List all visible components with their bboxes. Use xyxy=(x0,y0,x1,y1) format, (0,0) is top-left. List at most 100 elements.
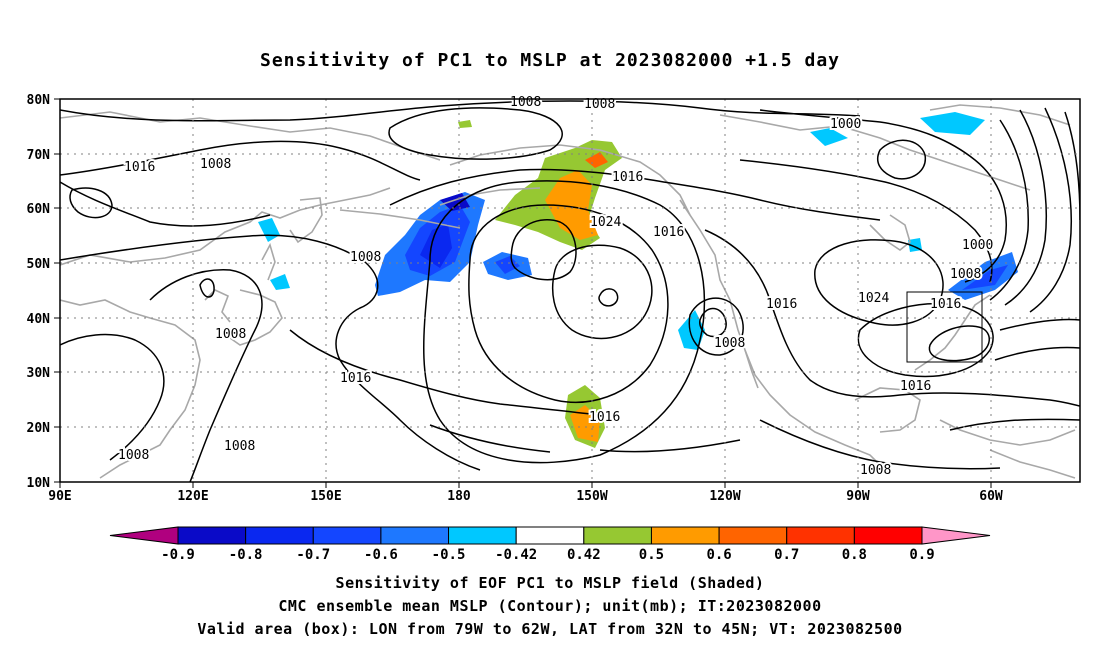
colorbar-tick-label: -0.42 xyxy=(495,547,537,563)
contour-label-2: 1016 xyxy=(124,160,155,175)
coast-florida-east xyxy=(914,294,991,371)
contour-label-17: 1016 xyxy=(900,379,931,394)
colorbar-tick-label: -0.5 xyxy=(432,547,466,563)
lon-label-60W: 60W xyxy=(979,489,1003,504)
sensitivity-shading xyxy=(258,112,1018,448)
gridlines xyxy=(60,99,1080,482)
coast-hudson xyxy=(869,214,911,251)
lon-label-180: 180 xyxy=(447,489,471,504)
contour-na-1016 xyxy=(704,229,1080,407)
contour-na-1016-ring xyxy=(857,302,994,378)
longitude-labels: 90E 120E 150E 180 150W 120W 90W 60W xyxy=(48,489,1003,504)
mslp-contours xyxy=(60,100,1080,482)
contour-asia-low xyxy=(60,333,165,461)
colorbar-tick-label: -0.6 xyxy=(364,547,398,563)
lon-label-120E: 120E xyxy=(177,489,208,504)
shade-positive-core xyxy=(545,170,598,240)
colorbar-tick-label: 0.6 xyxy=(706,547,731,563)
contour-arctic-loop xyxy=(388,107,563,160)
lon-label-90E: 90E xyxy=(48,489,71,504)
contour-na-low-outer xyxy=(688,297,744,356)
contour-label-13: 1008 xyxy=(215,327,246,342)
contour-label-10: 1008 xyxy=(950,267,981,282)
contour-east-lines2 xyxy=(1004,109,1048,306)
contour-high-outer xyxy=(423,180,706,464)
caption-line-2: CMC ensemble mean MSLP (Contour); unit(m… xyxy=(278,597,822,615)
contour-canada-1000 xyxy=(759,109,1007,283)
shade-positive-small xyxy=(458,120,472,128)
contour-label-9: 1000 xyxy=(962,238,993,253)
contour-label-5: 1016 xyxy=(612,170,643,185)
shade-negative-arctic2 xyxy=(810,128,848,146)
contour-label-21: 1008 xyxy=(860,463,891,478)
colorbar-segment xyxy=(786,526,855,545)
contour-north-1008 xyxy=(60,100,861,122)
lat-label-10N: 10N xyxy=(27,476,51,491)
colorbar-min-arrow xyxy=(109,526,179,545)
colorbar-tick-label: 0.9 xyxy=(909,547,934,563)
contour-north-1016 xyxy=(60,140,421,181)
colorbar-tick-label: -0.8 xyxy=(229,547,263,563)
contour-canada-ring xyxy=(876,139,926,180)
lat-label-70N: 70N xyxy=(27,148,51,163)
coast-baja xyxy=(744,349,759,389)
lat-label-60N: 60N xyxy=(27,202,51,217)
contour-label-6: 1024 xyxy=(590,215,621,230)
coast-asia-china xyxy=(60,299,201,479)
coast-north-america-west xyxy=(679,199,881,466)
contour-label-20: 1008 xyxy=(118,448,149,463)
contour-high-small xyxy=(598,288,619,307)
colorbar-segment xyxy=(515,526,585,545)
contour-atlantic xyxy=(999,318,1080,331)
coast-kamchatka xyxy=(289,197,323,244)
contour-high-core xyxy=(551,244,653,340)
colorbar-segment xyxy=(380,526,450,545)
lon-label-120W: 120W xyxy=(709,489,740,504)
coast-alaska-sw xyxy=(439,187,541,206)
contour-label-16: 1016 xyxy=(340,371,371,386)
shade-negative-arctic xyxy=(920,112,985,135)
colorbar: -0.9 -0.8 -0.7 -0.6 -0.5 -0.42 0.42 0.5 0.6 0.7 0.… xyxy=(109,526,991,563)
contour-label-14: 1016 xyxy=(766,297,797,312)
valid-area-box xyxy=(906,291,983,363)
contour-label-18: 1016 xyxy=(589,410,620,425)
axis-ticks xyxy=(54,98,992,488)
shade-negative-hudson-core xyxy=(962,265,1008,290)
caption-line-1: Sensitivity of EOF PC1 to MSLP field (Sh… xyxy=(335,574,765,592)
contour-siberia-1016 xyxy=(60,181,271,227)
colorbar-tick-label: 0.5 xyxy=(639,547,664,563)
colorbar-tick-label: -0.9 xyxy=(161,547,195,563)
contour-siberia-low-ring xyxy=(69,187,113,219)
contour-na-ring-inner xyxy=(928,325,991,362)
contour-asia-ring xyxy=(199,278,215,298)
contour-east-lines1 xyxy=(989,119,1029,301)
lon-label-150E: 150E xyxy=(310,489,341,504)
colorbar-segment xyxy=(448,526,517,545)
contour-high-mid xyxy=(468,204,669,404)
contour-label-19: 1008 xyxy=(224,439,255,454)
contour-label-7: 1016 xyxy=(653,225,684,240)
lat-label-80N: 80N xyxy=(27,93,51,108)
coast-korea-japan xyxy=(204,289,283,346)
contour-labels: 1008 1008 1016 1008 1000 1016 1024 1016 … xyxy=(116,93,995,480)
contour-asia-1008 xyxy=(149,269,263,482)
contour-tropic-wave xyxy=(429,424,551,453)
contour-canada-1008 xyxy=(739,159,993,283)
contour-na-high-1024 xyxy=(814,239,944,326)
contour-east-lines3 xyxy=(1029,107,1073,313)
shade-negative-dark xyxy=(420,224,452,268)
contour-label-11: 1024 xyxy=(858,291,889,306)
coast-sakhalin xyxy=(261,242,276,281)
lon-label-90W: 90W xyxy=(846,489,870,504)
lat-label-20N: 20N xyxy=(27,421,51,436)
contour-pacific-1016-band xyxy=(389,168,881,221)
colorbar-segment xyxy=(312,526,382,545)
colorbar-tick-label: 0.8 xyxy=(842,547,867,563)
coast-arctic-canada xyxy=(719,114,1031,191)
lon-label-150W: 150W xyxy=(576,489,607,504)
colorbar-max-arrow xyxy=(921,526,991,545)
colorbar-tick-label: 0.42 xyxy=(567,547,601,563)
contour-label-12: 1016 xyxy=(930,297,961,312)
shade-negative-westcoast xyxy=(678,310,705,350)
